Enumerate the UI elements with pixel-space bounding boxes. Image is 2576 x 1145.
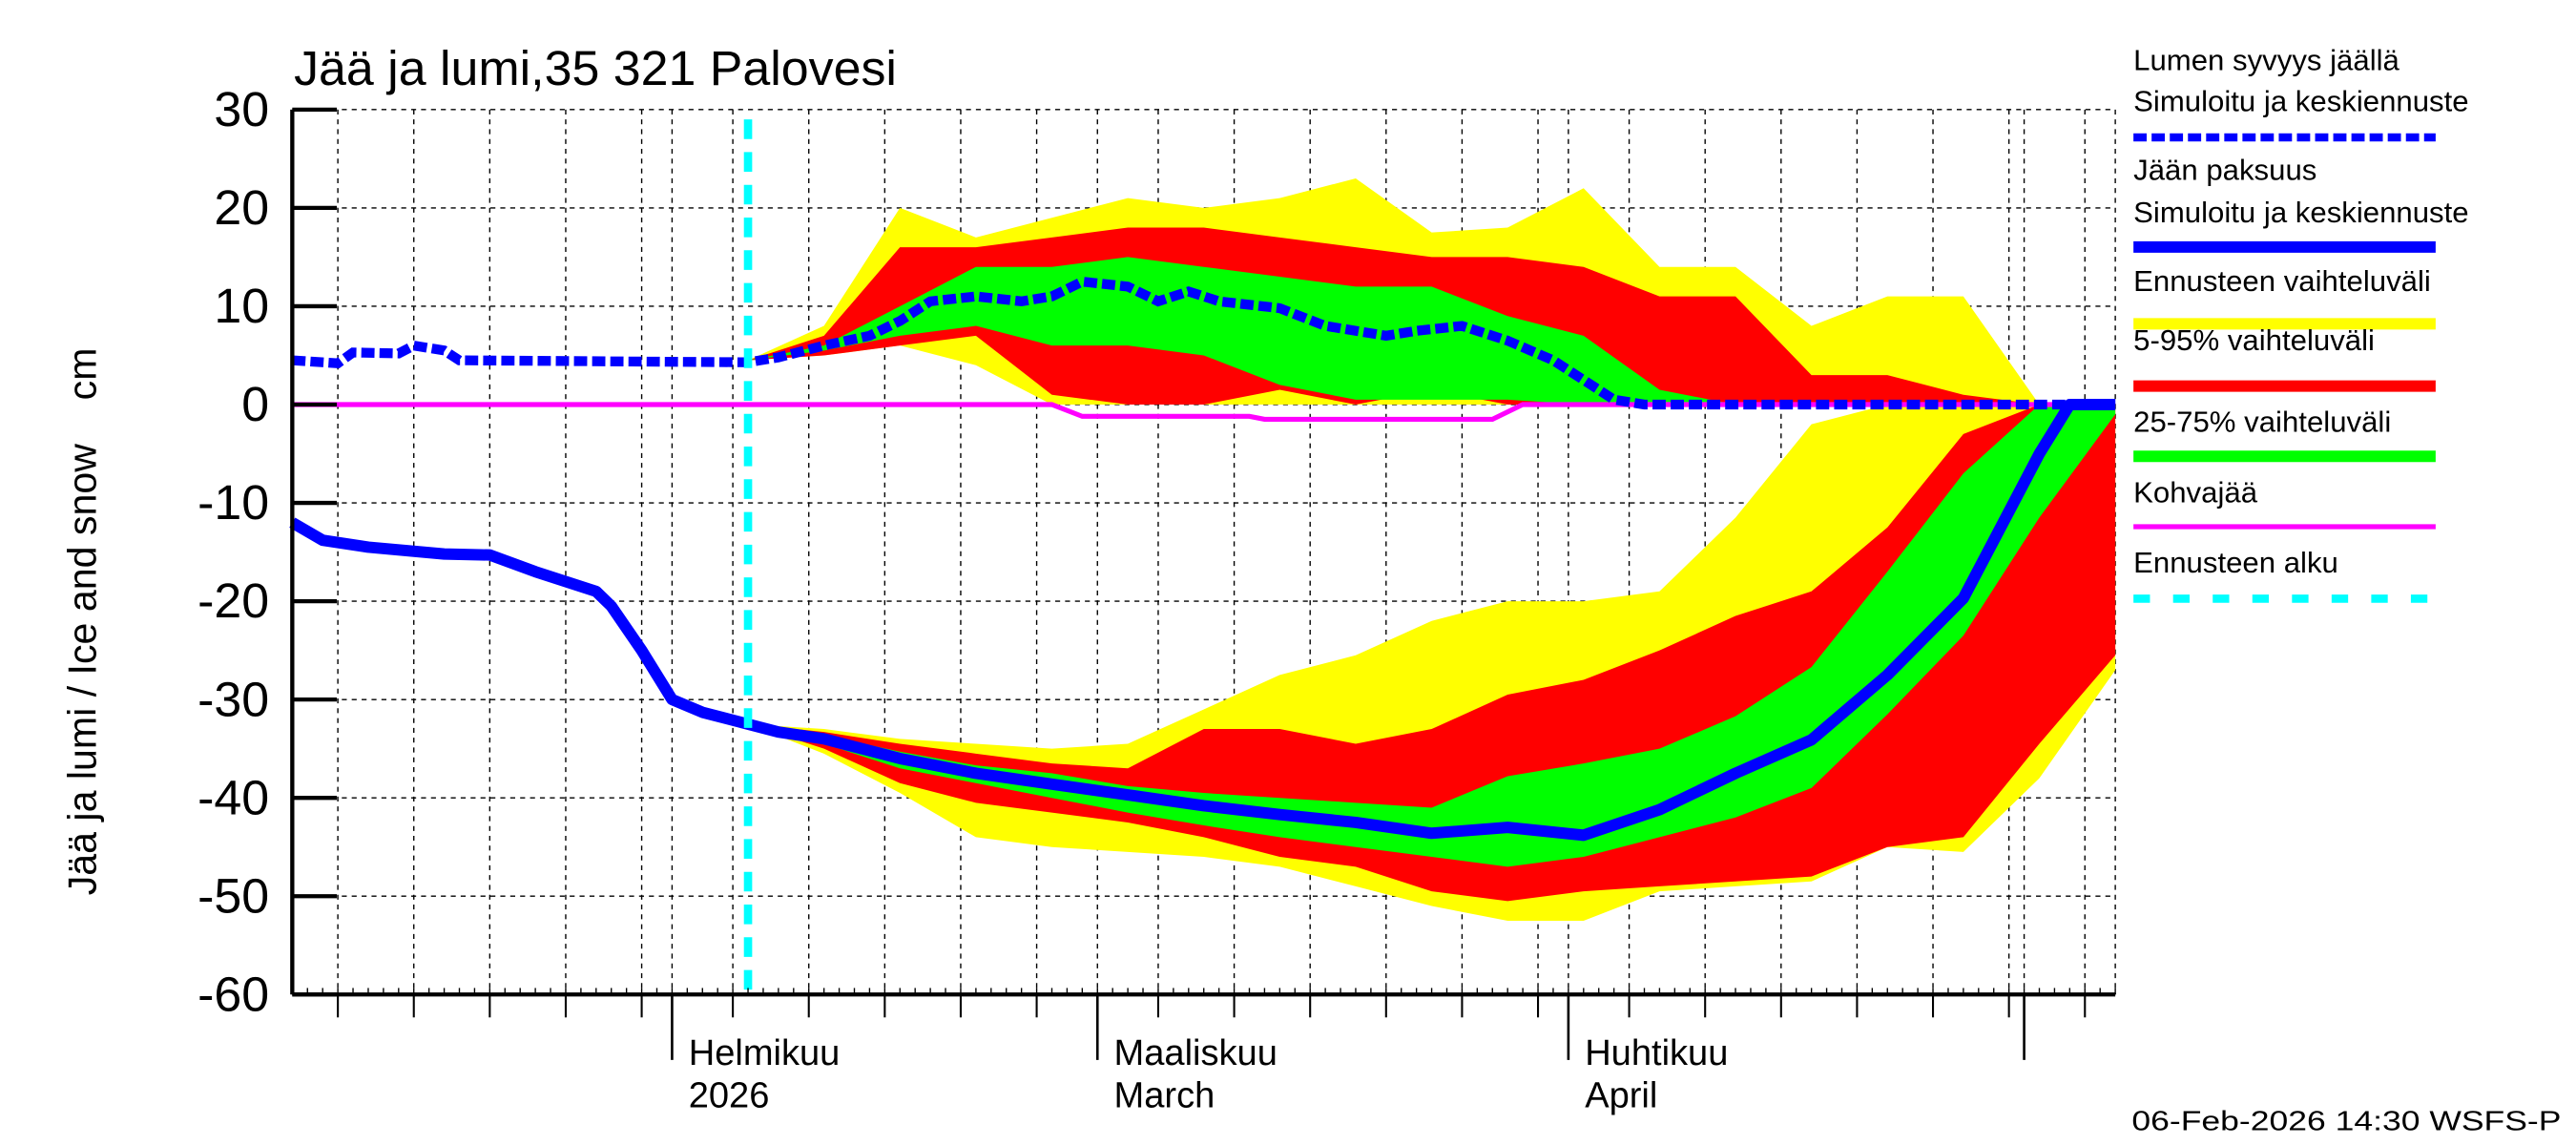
y-tick-label: -50 <box>197 868 269 924</box>
x-label-sub: March <box>1114 1076 1215 1116</box>
y-tick-label: -60 <box>197 967 269 1022</box>
series-lines <box>289 119 2116 995</box>
legend-label: 5-95% vaihteluväli <box>2133 323 2375 357</box>
y-tick-label: -30 <box>197 672 269 727</box>
snow-band-p25-75 <box>748 257 2116 405</box>
legend: Lumen syvyys jäällä Simuloitu ja keskienn… <box>2133 44 2469 603</box>
y-axis-label: Jää ja lumi / Ice and snow cm <box>60 348 104 896</box>
x-label-month: Helmikuu <box>689 1033 841 1073</box>
footer-timestamp: 06-Feb-2026 14:30 WSFS-P <box>2131 1106 2561 1137</box>
slush-ice-line <box>292 402 2116 423</box>
legend-label: Simuloitu ja keskiennuste <box>2133 196 2468 229</box>
legend-label: Ennusteen vaihteluväli <box>2133 264 2431 298</box>
y-tick-label: -20 <box>197 572 269 628</box>
y-tick-label: 30 <box>214 81 269 136</box>
ice-thickness-line <box>289 398 2116 842</box>
y-tick-label: -40 <box>197 770 269 825</box>
x-label-sub: April <box>1585 1076 1657 1116</box>
legend-label: Simuloitu ja keskiennuste <box>2133 85 2468 118</box>
legend-label: Lumen syvyys jäällä <box>2133 44 2399 77</box>
x-label-month: Huhtikuu <box>1585 1033 1728 1073</box>
legend-label: Jään paksuus <box>2133 154 2316 187</box>
legend-label: Ennusteen alku <box>2133 546 2338 579</box>
snow-depth-line <box>292 276 2116 410</box>
y-tick-label: -10 <box>197 474 269 530</box>
chart-title: Jää ja lumi,35 321 Palovesi <box>294 40 897 95</box>
x-label-month: Maaliskuu <box>1114 1033 1278 1073</box>
legend-label: Kohvajää <box>2133 475 2258 509</box>
x-label-sub: 2026 <box>689 1076 770 1116</box>
y-tick-label: 10 <box>214 278 269 333</box>
y-tick-label: 20 <box>214 179 269 235</box>
y-tick-label: 0 <box>241 376 269 431</box>
legend-label: 25-75% vaihteluväli <box>2133 406 2391 439</box>
bands <box>748 177 2116 922</box>
